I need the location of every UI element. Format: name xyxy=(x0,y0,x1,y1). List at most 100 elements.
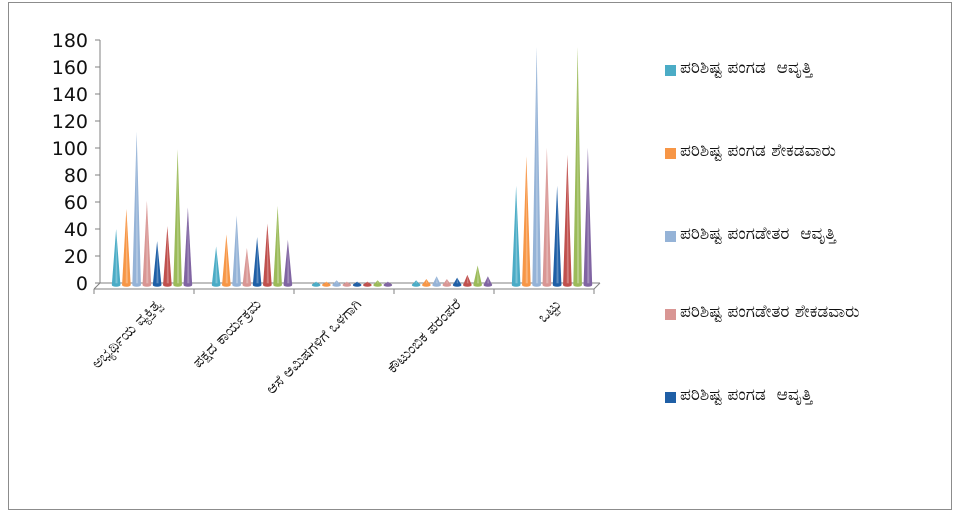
floor-edge-right xyxy=(593,282,601,290)
cone-highlight-cat0-s5 xyxy=(166,226,169,285)
legend-swatch-2 xyxy=(665,148,676,159)
cone-highlight-cat4-s2 xyxy=(535,46,539,285)
cone-highlight-cat0-s4 xyxy=(156,241,159,285)
cone-base-cat1-s0 xyxy=(211,283,221,287)
cone-base-cat1-s5 xyxy=(263,283,272,287)
cone-base-cat4-s2 xyxy=(532,283,541,287)
cone-cat3-s2 xyxy=(432,276,441,285)
cone-base-cat1-s6 xyxy=(273,283,282,287)
legend-label-3: ಪರಿಶಿಷ್ಟ ಪಂಗಡೇತರ ಆವೃತ್ತಿ xyxy=(680,224,836,244)
y-tick-label-1: 20 xyxy=(64,246,88,268)
legend-item-2: ಪರಿಶಿಷ್ಟ ಪಂಗಡ ಶೇಕಡವಾರು xyxy=(665,139,945,164)
y-tick-label-2: 40 xyxy=(64,219,88,241)
cone-base-cat4-s5 xyxy=(563,283,572,287)
cone-base-cat4-s4 xyxy=(552,283,562,287)
cone-cat1-s5 xyxy=(263,223,272,285)
cone-highlight-cat4-s7 xyxy=(587,148,590,285)
legend-label-2: ಪರಿಶಿಷ್ಟ ಪಂಗಡ ಶೇಕಡವಾರು xyxy=(680,141,836,161)
cone-base-cat4-s3 xyxy=(542,283,552,287)
cone-cat0-s2 xyxy=(132,131,141,285)
cone-cat4-s4 xyxy=(552,185,562,285)
cone-cat3-s7 xyxy=(483,276,493,285)
cone-highlight-cat3-s5 xyxy=(466,274,469,285)
cone-base-cat0-s3 xyxy=(142,283,152,287)
cone-cat3-s4 xyxy=(452,277,462,285)
x-category-label-3: ಕೌಟುಂಬಿಕ ಪರಂಪರೆ xyxy=(383,295,465,377)
cone-highlight-cat3-s4 xyxy=(456,277,459,285)
cone-base-cat0-s0 xyxy=(111,283,121,287)
cone-base-cat3-s0 xyxy=(411,283,421,287)
y-tick-label-4: 80 xyxy=(64,165,88,187)
cone-base-cat2-s6 xyxy=(373,283,382,287)
plot-area: 0 20 40 60 80 100 120 140 160 180 ಅಭ್ಯರ್ಥಿಯ ವ್ಯಕ್ತ… xyxy=(52,30,601,398)
cone-cat0-s5 xyxy=(163,226,172,285)
legend-swatch-1 xyxy=(665,65,676,76)
cone-base-cat1-s2 xyxy=(232,283,241,287)
cone-cat4-s2 xyxy=(532,46,541,285)
cone-highlight-cat4-s0 xyxy=(515,185,518,285)
legend-swatch-4 xyxy=(665,309,676,320)
cone-base-cat3-s5 xyxy=(463,283,472,287)
cone-base-cat4-s6 xyxy=(573,283,582,287)
floor-edge-left xyxy=(93,282,101,290)
cone-highlight-cat0-s3 xyxy=(146,200,149,285)
cone-cat1-s7 xyxy=(283,239,293,285)
cone-cat1-s1 xyxy=(222,234,231,285)
cone-highlight-cat1-s2 xyxy=(235,215,239,285)
cone-base-cat3-s3 xyxy=(442,283,452,287)
cone-highlight-cat0-s2 xyxy=(135,131,139,285)
x-category-label-4: ಒಟ್ಟು xyxy=(534,295,565,326)
cone-highlight-cat1-s3 xyxy=(246,247,249,285)
cone-highlight-cat4-s4 xyxy=(556,185,559,285)
cone-base-cat2-s4 xyxy=(352,283,362,287)
cone-base-cat2-s7 xyxy=(383,283,393,287)
cone-base-cat1-s4 xyxy=(252,283,262,287)
cone-highlight-cat0-s7 xyxy=(187,207,190,285)
cone-highlight-cat1-s4 xyxy=(256,237,259,285)
y-tick-label-5: 100 xyxy=(52,138,88,160)
x-category-label-2: ಆಸೆ ಆಮಿಷಗಳಿಗೆ ಒಳಗಾಗಿ xyxy=(262,295,365,398)
x-category-label-1: ಪಕ್ಷದ ಕಾರ್ಯಕ್ರಮ xyxy=(189,295,265,371)
cone-cat1-s4 xyxy=(252,237,262,285)
cone-base-cat2-s3 xyxy=(342,283,352,287)
cone-highlight-cat0-s6 xyxy=(176,149,180,285)
cone-base-cat2-s2 xyxy=(332,283,341,287)
cone-base-cat3-s4 xyxy=(452,283,462,287)
cone-highlight-cat1-s1 xyxy=(225,234,228,285)
cone-cat0-s7 xyxy=(183,207,193,285)
cone-highlight-cat3-s2 xyxy=(435,276,439,285)
cone-cat4-s6 xyxy=(573,46,582,285)
cone-cat1-s2 xyxy=(232,215,241,285)
x-category-label-0: ಅಭ್ಯರ್ಥಿಯ ವ್ಯಕ್ತಿತ್ವ xyxy=(88,295,167,374)
cone-base-cat2-s0 xyxy=(311,283,321,287)
legend-label-5: ಪರಿಶಿಷ್ಟ ಪಂಗಡ ಆವೃತ್ತಿ xyxy=(680,385,813,405)
cone-base-cat3-s6 xyxy=(473,283,482,287)
y-tick-label-8: 160 xyxy=(52,57,88,79)
y-tick-label-6: 120 xyxy=(52,111,88,133)
cone-cat1-s3 xyxy=(242,247,252,285)
cone-base-cat0-s5 xyxy=(163,283,172,287)
legend-swatch-3 xyxy=(665,231,676,242)
y-tick-label-3: 60 xyxy=(64,192,88,214)
legend-swatch-5 xyxy=(665,392,676,403)
cone-base-cat3-s2 xyxy=(432,283,441,287)
cone-highlight-cat3-s6 xyxy=(476,265,480,285)
cone-base-cat1-s7 xyxy=(283,283,293,287)
cone-highlight-cat1-s6 xyxy=(276,206,280,285)
legend-label-1: ಪರಿಶಿಷ್ಟ ಪಂಗಡ ಆವೃತ್ತಿ xyxy=(680,58,813,78)
cone-cat4-s7 xyxy=(583,148,593,285)
cone-base-cat3-s1 xyxy=(422,283,431,287)
cone-base-cat0-s4 xyxy=(152,283,162,287)
cone-cat3-s5 xyxy=(463,274,472,285)
legend-item-5: ಪರಿಶಿಷ್ಟ ಪಂಗಡ ಆವೃತ್ತಿ xyxy=(665,383,945,408)
cone-cat0-s3 xyxy=(142,200,152,285)
cone-base-cat3-s7 xyxy=(483,283,493,287)
cone-cat4-s5 xyxy=(563,154,572,285)
cone-base-cat0-s7 xyxy=(183,283,193,287)
cone-cat0-s4 xyxy=(152,241,162,285)
cone-base-cat4-s7 xyxy=(583,283,593,287)
cone-cat1-s0 xyxy=(211,246,221,285)
cone-cat1-s6 xyxy=(273,206,282,285)
cone-cat4-s0 xyxy=(511,185,521,285)
